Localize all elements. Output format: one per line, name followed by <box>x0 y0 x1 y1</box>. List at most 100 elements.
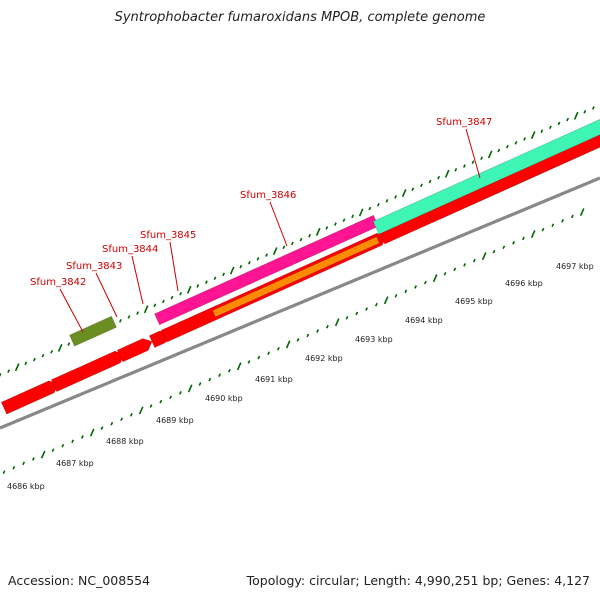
scale-tick <box>334 318 340 327</box>
outer-tick <box>272 247 278 256</box>
outer-tick <box>358 208 364 217</box>
outer-tick <box>14 363 20 372</box>
outer-tick <box>583 110 587 114</box>
scale-tick <box>236 362 242 371</box>
outer-tick <box>57 343 63 352</box>
backbone-line <box>0 176 600 430</box>
outer-tick <box>557 121 561 126</box>
genome-summary-text: Topology: circular; Length: 4,990,251 bp… <box>246 573 590 588</box>
outer-tick <box>437 175 441 180</box>
scale-labels: 4686 kbp 4687 kbp 4688 kbp 4689 kbp 4690 kbp… <box>7 262 594 491</box>
outer-tick <box>505 144 509 149</box>
outer-tick <box>24 361 28 366</box>
scale-tick <box>481 252 487 261</box>
outer-tick <box>497 148 501 153</box>
outer-tick <box>471 160 475 164</box>
scale-tick <box>138 406 144 415</box>
scale-tick <box>89 428 95 437</box>
scale-tick <box>71 439 75 444</box>
outer-tick <box>454 168 458 172</box>
scale-tick <box>551 223 555 228</box>
scale-tick <box>521 236 525 241</box>
scale-tick <box>355 311 359 316</box>
outer-tick <box>7 369 11 373</box>
scale-tick <box>443 271 447 276</box>
outer-tick <box>186 285 192 294</box>
gene-label: Sfum_3842 <box>30 277 86 288</box>
outer-tick <box>50 349 54 354</box>
gene-label: Sfum_3845 <box>140 230 196 241</box>
scale-label: 4691 kbp <box>255 375 293 384</box>
accession-text: Accession: NC_008554 <box>8 573 151 588</box>
aqua-feature <box>372 118 600 235</box>
outer-tick <box>333 222 337 226</box>
outer-tick <box>487 150 493 159</box>
cds-feature-4 <box>116 338 153 363</box>
outer-tick <box>540 129 544 133</box>
outer-tick <box>32 357 36 362</box>
scale-tick <box>22 461 26 466</box>
scale-tick <box>453 267 457 272</box>
gene-labels: Sfum_3842 Sfum_3843 Sfum_3844 Sfum_3845 Sfum… <box>30 117 492 333</box>
outer-tick <box>247 260 251 265</box>
scale-tick <box>31 457 35 461</box>
outer-tick <box>299 237 303 242</box>
gene-label-leader <box>131 255 144 305</box>
outer-tick <box>566 117 570 122</box>
scale-label: 4696 kbp <box>505 279 543 288</box>
scale-tick <box>541 227 545 232</box>
scale-tick <box>561 219 565 223</box>
outer-tick <box>290 241 294 246</box>
outer-tick <box>256 257 260 261</box>
outer-tick <box>401 189 407 198</box>
outer-tick <box>368 206 372 211</box>
outer-tick <box>41 353 45 358</box>
scale-label: 4695 kbp <box>455 297 493 306</box>
scale-tick <box>570 214 574 219</box>
outer-tick <box>419 183 423 188</box>
outer-tick <box>161 299 165 304</box>
outer-tick <box>591 106 595 110</box>
scale-tick <box>512 241 516 245</box>
scale-tick <box>227 368 231 373</box>
map-title: Syntrophobacter fumaroxidans MPOB, compl… <box>114 10 486 25</box>
scale-tick <box>374 302 378 307</box>
scale-tick <box>423 280 427 285</box>
scale-label: 4697 kbp <box>556 262 594 271</box>
scale-tick <box>80 435 84 439</box>
outer-tick <box>179 291 183 296</box>
scale-tick <box>120 417 124 422</box>
scale-tick <box>198 382 202 386</box>
scale-tick <box>345 316 349 320</box>
outer-tick <box>523 137 527 141</box>
scale-tick <box>306 333 310 338</box>
genome-backbone <box>0 176 600 430</box>
outer-tick <box>239 264 243 269</box>
scale-tick <box>296 338 300 342</box>
outer-tick <box>308 233 312 238</box>
scale-tick <box>2 470 6 475</box>
gene-label-leader <box>59 288 84 333</box>
outer-tick <box>315 227 321 236</box>
scale-tick <box>12 465 16 470</box>
scale-tick <box>365 307 369 311</box>
scale-tick <box>61 443 65 448</box>
scale-label: 4687 kbp <box>56 459 94 468</box>
scale-label: 4690 kbp <box>205 394 243 403</box>
gene-label-leader <box>95 272 118 318</box>
scale-tick <box>40 450 46 459</box>
outer-tick <box>229 266 235 275</box>
outer-tick <box>376 202 380 207</box>
outer-tick <box>480 156 484 161</box>
outer-tick <box>67 342 71 346</box>
scale-tick <box>129 413 133 417</box>
scale-label: 4694 kbp <box>405 316 443 325</box>
scale-tick <box>218 373 222 377</box>
outer-tick <box>428 179 432 184</box>
scale-tick <box>178 391 182 395</box>
scale-label: 4688 kbp <box>106 437 144 446</box>
olive-feature <box>69 315 117 347</box>
scale-tick <box>285 340 291 349</box>
